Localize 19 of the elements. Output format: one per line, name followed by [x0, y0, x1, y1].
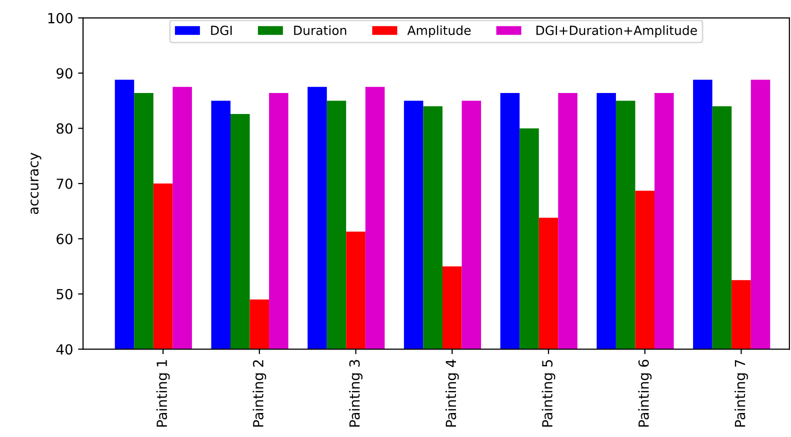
y-tick-label: 40: [56, 344, 72, 355]
x-tick-label: Painting 7: [734, 360, 748, 427]
y-tick-label: 100: [48, 12, 72, 24]
y-tick-label: 80: [56, 123, 72, 134]
legend-label: DGI+Duration+Amplitude: [536, 25, 697, 38]
y-tick-label: 90: [56, 68, 72, 79]
x-tick-label: Painting 3: [349, 360, 362, 427]
x-tick-label: Painting 4: [445, 360, 459, 427]
y-tick-label: 70: [56, 178, 72, 190]
x-tick-label: Painting 5: [542, 360, 556, 427]
x-tick-label: Painting 1: [156, 360, 170, 427]
y-axis-title: accuracy: [30, 152, 42, 214]
legend-label: Amplitude: [407, 25, 471, 38]
x-tick-label: Painting 6: [638, 360, 652, 427]
legend-label: Duration: [294, 25, 346, 36]
y-tick-label: 50: [56, 288, 72, 300]
x-tick-label: Painting 2: [252, 360, 266, 427]
legend-label: DGI: [211, 26, 232, 36]
y-tick-label: 60: [56, 234, 72, 244]
